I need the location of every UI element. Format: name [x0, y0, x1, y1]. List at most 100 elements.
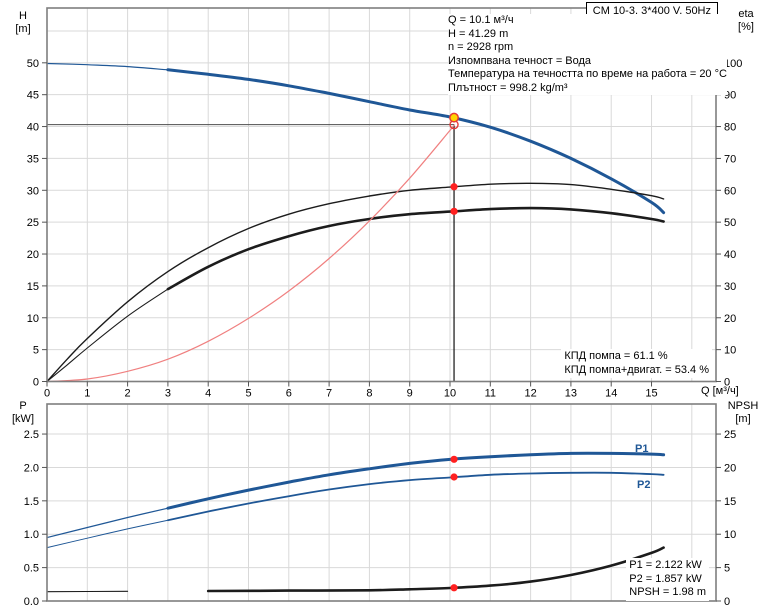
- tick-label-left: 50: [27, 58, 39, 70]
- tick-label-right: 20: [724, 313, 736, 325]
- tick-label-right: 50: [724, 217, 736, 229]
- plot-frame: [46, 403, 717, 602]
- tick-label-right: 100: [724, 58, 742, 70]
- operating-point-dot: [450, 455, 458, 463]
- tick-label-left: 20: [27, 249, 39, 261]
- info-line-temperature: Температура на течността по време на раб…: [448, 68, 727, 80]
- duty-info-block: Q = 10.1 м³/ч H = 41.29 m n = 2928 rpm И…: [448, 14, 727, 95]
- tick-label-bottom: 11: [485, 388, 496, 400]
- tick-label-left: 15: [27, 281, 39, 293]
- curve-system-curve: [46, 124, 456, 383]
- tick-label-right: 15: [724, 496, 736, 508]
- tick-label-right: 25: [724, 429, 736, 441]
- info-line-density: Плътност = 998.2 kg/m³: [448, 81, 568, 94]
- tick-label-bottom: 12: [524, 388, 536, 400]
- efficiency-pump-motor: КПД помпа+двигат. = 53.4 %: [564, 363, 709, 376]
- eta-axis-label: eta [%]: [726, 8, 766, 34]
- tick-label-bottom: 7: [326, 388, 332, 400]
- plot-frame: [46, 7, 717, 383]
- curve-eta-pump-motor: [166, 206, 665, 291]
- tick-label-left: 1.0: [24, 529, 39, 541]
- npsh-axis-label-unit: [m]: [735, 413, 751, 425]
- p1-curve-label: P1: [635, 443, 649, 455]
- curve-P2: [46, 519, 169, 549]
- tick-label-left: 2.5: [24, 429, 39, 441]
- tick-label-left: 35: [27, 153, 39, 165]
- tick-label-bottom: 6: [286, 388, 292, 400]
- curve-NPSH: [206, 546, 665, 593]
- tick-label-right: 10: [724, 529, 736, 541]
- tick-label-left: 2.0: [24, 462, 39, 474]
- curve-P1: [46, 507, 169, 539]
- tick-label-bottom: 5: [245, 388, 251, 400]
- tick-label-bottom: 15: [645, 388, 657, 400]
- curve-head-QH: [46, 62, 169, 71]
- curve-head-QH: [166, 68, 666, 215]
- tick-label-right: 60: [724, 185, 736, 197]
- h-axis-label: H [m]: [6, 10, 40, 36]
- p-axis-label-symbol: P: [19, 400, 27, 412]
- efficiency-block: КПД помпа = 61.1 % КПД помпа+двигат. = 5…: [561, 349, 712, 378]
- chart-panel-1: 0.0 0.5 1.0 1.5 2.0 2.5 0 5 10 15 20 25: [24, 403, 736, 608]
- h-axis-label-symbol: H: [19, 10, 27, 22]
- tick-label-bottom: 2: [125, 388, 131, 400]
- p2-curve-label: P2: [637, 479, 651, 491]
- p-axis-label-unit: [kW]: [12, 413, 34, 425]
- tick-label-left: 0: [33, 377, 39, 389]
- eta-axis-label-unit: [%]: [738, 21, 754, 33]
- tick-label-bottom: 4: [205, 388, 211, 400]
- tick-label-left: 0.5: [24, 563, 39, 575]
- operating-point-dot: [450, 584, 458, 592]
- curve-eta-pump: [46, 182, 665, 383]
- efficiency-pump: КПД помпа = 61.1 %: [564, 350, 668, 362]
- tick-label-right: 20: [724, 462, 736, 474]
- curve-P1: [166, 451, 666, 510]
- tick-label-right: 70: [724, 153, 736, 165]
- operating-point-dot: [450, 183, 458, 191]
- tick-label-left: 1.5: [24, 496, 39, 508]
- tick-label-bottom: 9: [407, 388, 413, 400]
- operating-point-dot: [450, 207, 458, 215]
- tick-label-left: 25: [27, 217, 39, 229]
- tick-label-left: 5: [33, 345, 39, 357]
- tick-label-right: 0: [724, 377, 730, 389]
- power-p2-value: P2 = 1.857 kW: [629, 572, 702, 585]
- power-npsh-block: P1 = 2.122 kW P2 = 1.857 kW NPSH = 1.98 …: [626, 558, 709, 601]
- power-p1-value: P1 = 2.122 kW: [629, 559, 702, 571]
- info-line-liquid: Изпомпвана течност = Вода: [448, 54, 592, 67]
- info-line-n: n = 2928 rpm: [448, 41, 514, 53]
- tick-label-left: 30: [27, 185, 39, 197]
- info-line-q: Q = 10.1 м³/ч: [448, 14, 514, 26]
- tick-label-right: 30: [724, 281, 736, 293]
- tick-label-left: 40: [27, 122, 39, 134]
- npsh-axis-label: NPSH [m]: [719, 400, 767, 426]
- tick-label-bottom: 1: [84, 388, 90, 400]
- tick-label-right: 80: [724, 122, 736, 134]
- tick-label-bottom: 14: [605, 388, 617, 400]
- tick-label-bottom: 10: [444, 388, 456, 400]
- tick-label-left: 10: [27, 313, 39, 325]
- curve-P2: [167, 471, 665, 522]
- tick-label-right: 40: [724, 249, 736, 261]
- npsh-value: NPSH = 1.98 m: [629, 586, 706, 598]
- tick-label-bottom: 3: [165, 388, 171, 400]
- tick-label-left: 0.0: [24, 596, 39, 608]
- info-line-h: H = 41.29 m: [448, 27, 509, 40]
- npsh-axis-label-symbol: NPSH: [727, 400, 759, 412]
- tick-label-right: 10: [724, 345, 736, 357]
- tick-label-left: 45: [27, 90, 39, 102]
- p-axis-label: P [kW]: [6, 400, 40, 426]
- eta-axis-label-symbol: eta: [738, 8, 754, 20]
- tick-label-bottom: 0: [44, 388, 50, 400]
- curve-eta-pump-motor: [46, 288, 169, 383]
- tick-label-right: 0: [724, 596, 730, 608]
- q-axis-label: Q [м³/ч]: [701, 385, 739, 397]
- h-axis-label-unit: [m]: [15, 23, 31, 35]
- operating-point-dot: [450, 473, 458, 481]
- tick-label-bottom: 8: [366, 388, 372, 400]
- tick-label-right: 5: [724, 563, 730, 575]
- tick-label-right: 90: [724, 90, 736, 102]
- tick-label-bottom: 13: [565, 388, 577, 400]
- duty-point-marker: [449, 112, 459, 123]
